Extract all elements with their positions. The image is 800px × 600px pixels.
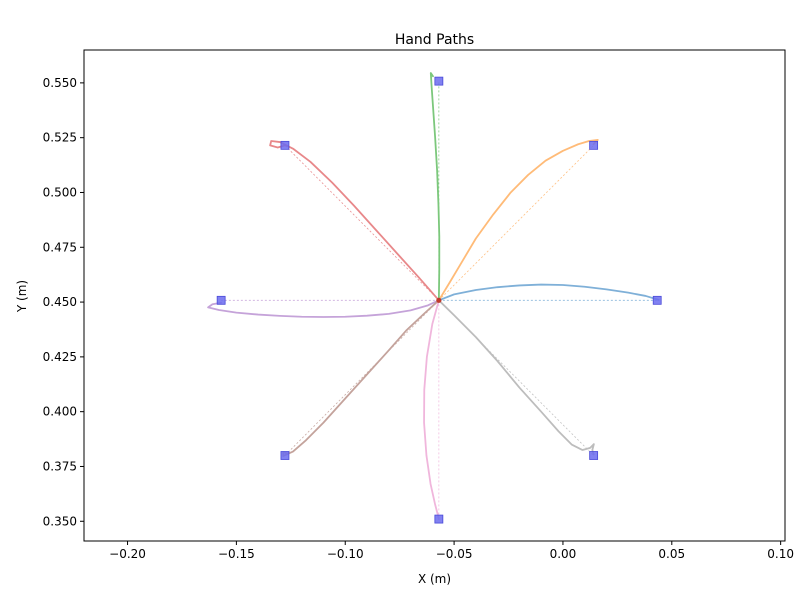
start-point <box>436 297 442 303</box>
y-axis-label: Y (m) <box>15 280 29 313</box>
y-axis: 0.350 0.375 0.400 0.425 0.450 0.475 0.500 0.525… <box>43 76 84 528</box>
hand-path-7 <box>423 299 440 520</box>
plot-frame <box>83 49 786 542</box>
target-marker <box>280 140 290 150</box>
target-guide-line <box>438 145 594 301</box>
hand-path-1 <box>437 283 660 302</box>
x-tick-label: 0.10 <box>767 547 794 561</box>
y-tick-label: 0.500 <box>43 185 77 199</box>
hand-path-5 <box>207 299 440 318</box>
target-marker <box>589 140 599 150</box>
target-marker <box>280 451 290 460</box>
plot-area <box>83 49 786 542</box>
y-tick-label: 0.475 <box>43 240 77 254</box>
target-marker <box>652 295 662 305</box>
y-tick-label: 0.525 <box>43 131 77 145</box>
y-tick-label: 0.425 <box>43 350 77 364</box>
x-axis-label: X (m) <box>418 572 451 586</box>
target-markers <box>216 76 662 524</box>
target-guide-line <box>284 145 440 301</box>
start-point-group <box>436 297 442 303</box>
y-tick-label: 0.375 <box>43 459 77 473</box>
hand-path-8 <box>437 299 595 456</box>
y-tick-label: 0.400 <box>43 405 77 419</box>
chart-title: Hand Paths <box>395 32 474 48</box>
target-marker <box>216 295 226 305</box>
y-tick-label: 0.450 <box>43 295 77 309</box>
target-guide-line <box>284 300 440 456</box>
hand-path-2 <box>437 138 599 302</box>
x-tick-label: 0.00 <box>550 547 577 561</box>
x-tick-label: −0.20 <box>109 547 146 561</box>
y-tick-label: 0.350 <box>43 514 77 528</box>
x-axis: −0.20 −0.15 −0.10 −0.05 0.00 0.05 0.10 <box>109 541 794 561</box>
x-tick-label: −0.15 <box>218 547 255 561</box>
target-marker <box>589 451 599 460</box>
x-tick-label: −0.05 <box>436 547 473 561</box>
target-marker <box>434 514 444 524</box>
y-tick-label: 0.550 <box>43 76 77 90</box>
x-tick-label: 0.05 <box>658 547 685 561</box>
hand-path-3 <box>429 72 441 302</box>
hand-path-4 <box>269 140 440 302</box>
x-tick-label: −0.10 <box>327 547 364 561</box>
target-marker <box>434 76 444 86</box>
